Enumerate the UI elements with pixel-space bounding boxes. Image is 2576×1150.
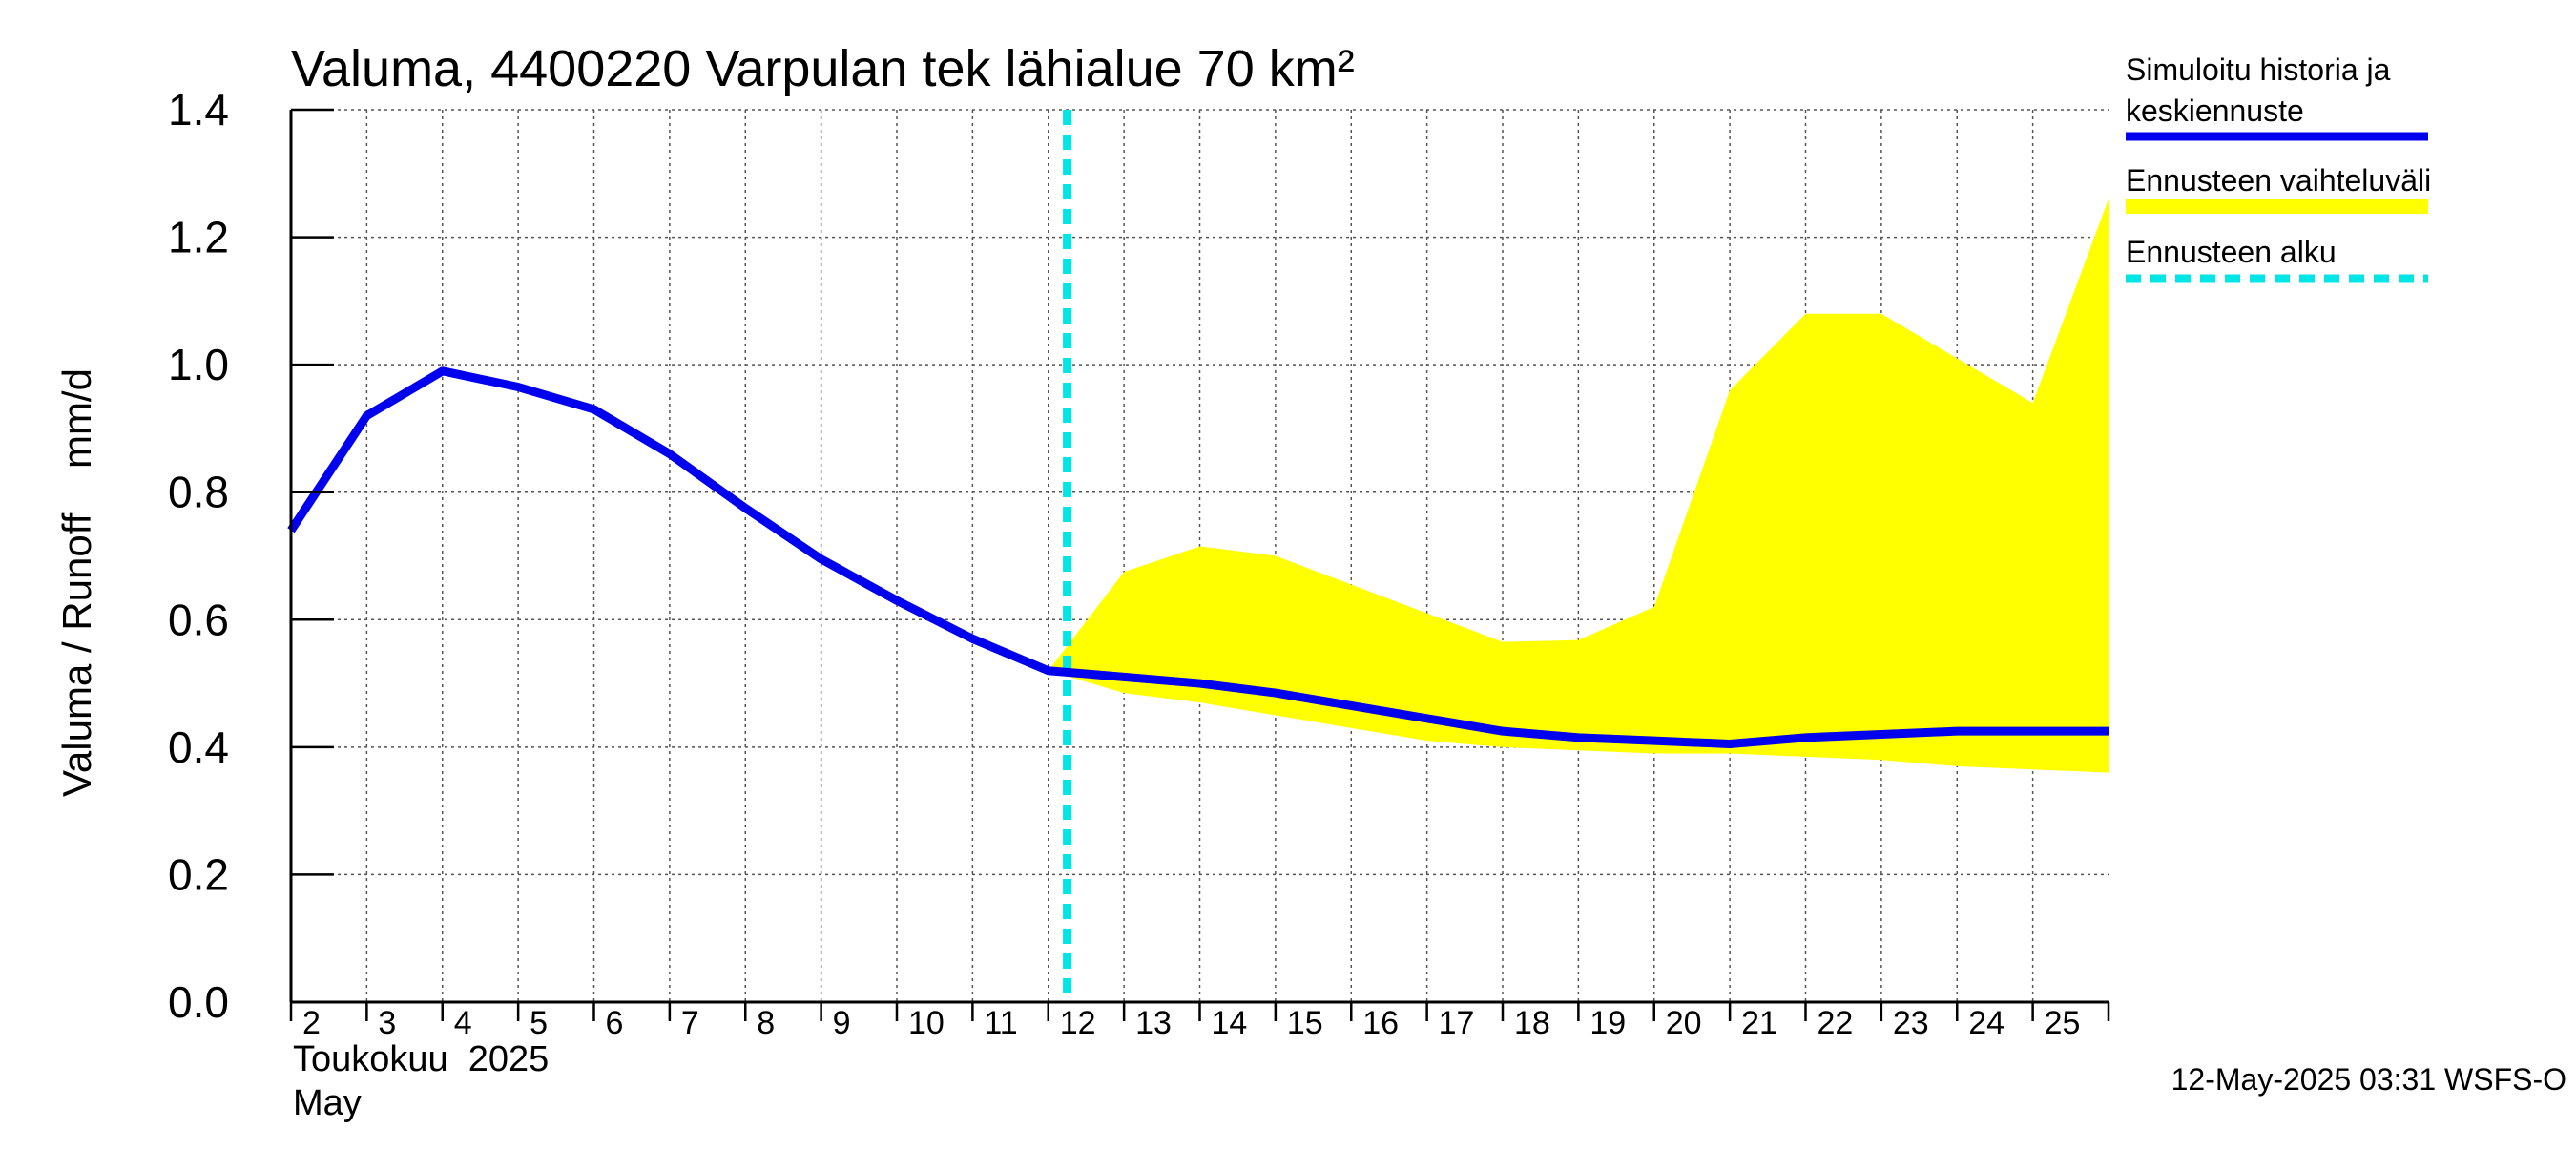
forecast-band-layer <box>1048 199 2109 773</box>
y-tick-label: 0.2 <box>168 849 229 899</box>
chart-title: Valuma, 4400220 Varpulan tek lähialue 70… <box>291 40 1355 97</box>
x-tick-label: 2 <box>302 1005 321 1041</box>
x-tick-label: 20 <box>1666 1005 1702 1041</box>
series-layer <box>287 366 2109 749</box>
x-tick-label: 18 <box>1514 1005 1550 1041</box>
x-tick-label: 22 <box>1818 1005 1854 1041</box>
x-tick-label: 16 <box>1362 1005 1399 1041</box>
y-tick-label: 1.4 <box>168 85 229 135</box>
y-tick-label: 0.6 <box>168 595 229 644</box>
legend-history-label-2: keskiennuste <box>2126 94 2304 128</box>
x-tick-label: 15 <box>1287 1005 1323 1041</box>
y-tick-label: 0.4 <box>168 722 229 772</box>
y-axis-label: Valuma / Runoff mm/d <box>54 368 99 797</box>
x-tick-labels: 2 3 4 5 6 7 8 9 10 11 12 13 14 15 16 17 18 19 20 21 22 23 24 25 <box>302 1005 2080 1041</box>
x-tick-label: 23 <box>1893 1005 1929 1041</box>
y-tick-label: 1.0 <box>168 340 229 389</box>
y-tick-label: 0.0 <box>168 977 229 1027</box>
month-label-fi: Toukokuu 2025 <box>293 1039 549 1079</box>
legend-start-label: Ennusteen alku <box>2126 235 2337 269</box>
grid-layer <box>291 109 2109 1002</box>
legend-history-label-1: Simuloitu historia ja <box>2126 52 2391 87</box>
x-tick-label: 24 <box>1968 1005 2005 1041</box>
y-tick-label: 1.2 <box>168 213 229 262</box>
footer-timestamp: 12-May-2025 03:31 WSFS-O <box>2171 1062 2566 1097</box>
month-label-en: May <box>293 1083 362 1123</box>
x-tick-label: 21 <box>1741 1005 1777 1041</box>
x-tick-label: 10 <box>908 1005 945 1041</box>
forecast-range-band <box>1048 199 2109 773</box>
x-tick-label: 11 <box>984 1005 1017 1041</box>
y-tick-labels: 0.0 0.2 0.4 0.6 0.8 1.0 1.2 1.4 <box>168 85 229 1027</box>
x-tick-label: 25 <box>2045 1005 2081 1041</box>
history-mean-line <box>287 366 2109 749</box>
x-tick-label: 9 <box>833 1005 851 1041</box>
x-tick-label: 4 <box>454 1005 472 1041</box>
y-tick-label: 0.8 <box>168 468 229 517</box>
x-tick-label: 8 <box>757 1005 775 1041</box>
x-tick-label: 5 <box>530 1005 548 1041</box>
x-tick-label: 13 <box>1135 1005 1172 1041</box>
legend-range-label: Ennusteen vaihteluväli <box>2126 163 2431 198</box>
x-tick-label: 14 <box>1212 1005 1248 1041</box>
axis-layer <box>289 108 2110 1021</box>
x-tick-label: 19 <box>1589 1005 1626 1041</box>
x-tick-label: 7 <box>681 1005 699 1041</box>
legend: Simuloitu historia ja keskiennuste Ennus… <box>2126 52 2431 283</box>
x-tick-label: 12 <box>1060 1005 1096 1041</box>
x-tick-label: 6 <box>606 1005 624 1041</box>
x-tick-label: 3 <box>378 1005 396 1041</box>
x-tick-label: 17 <box>1439 1005 1475 1041</box>
